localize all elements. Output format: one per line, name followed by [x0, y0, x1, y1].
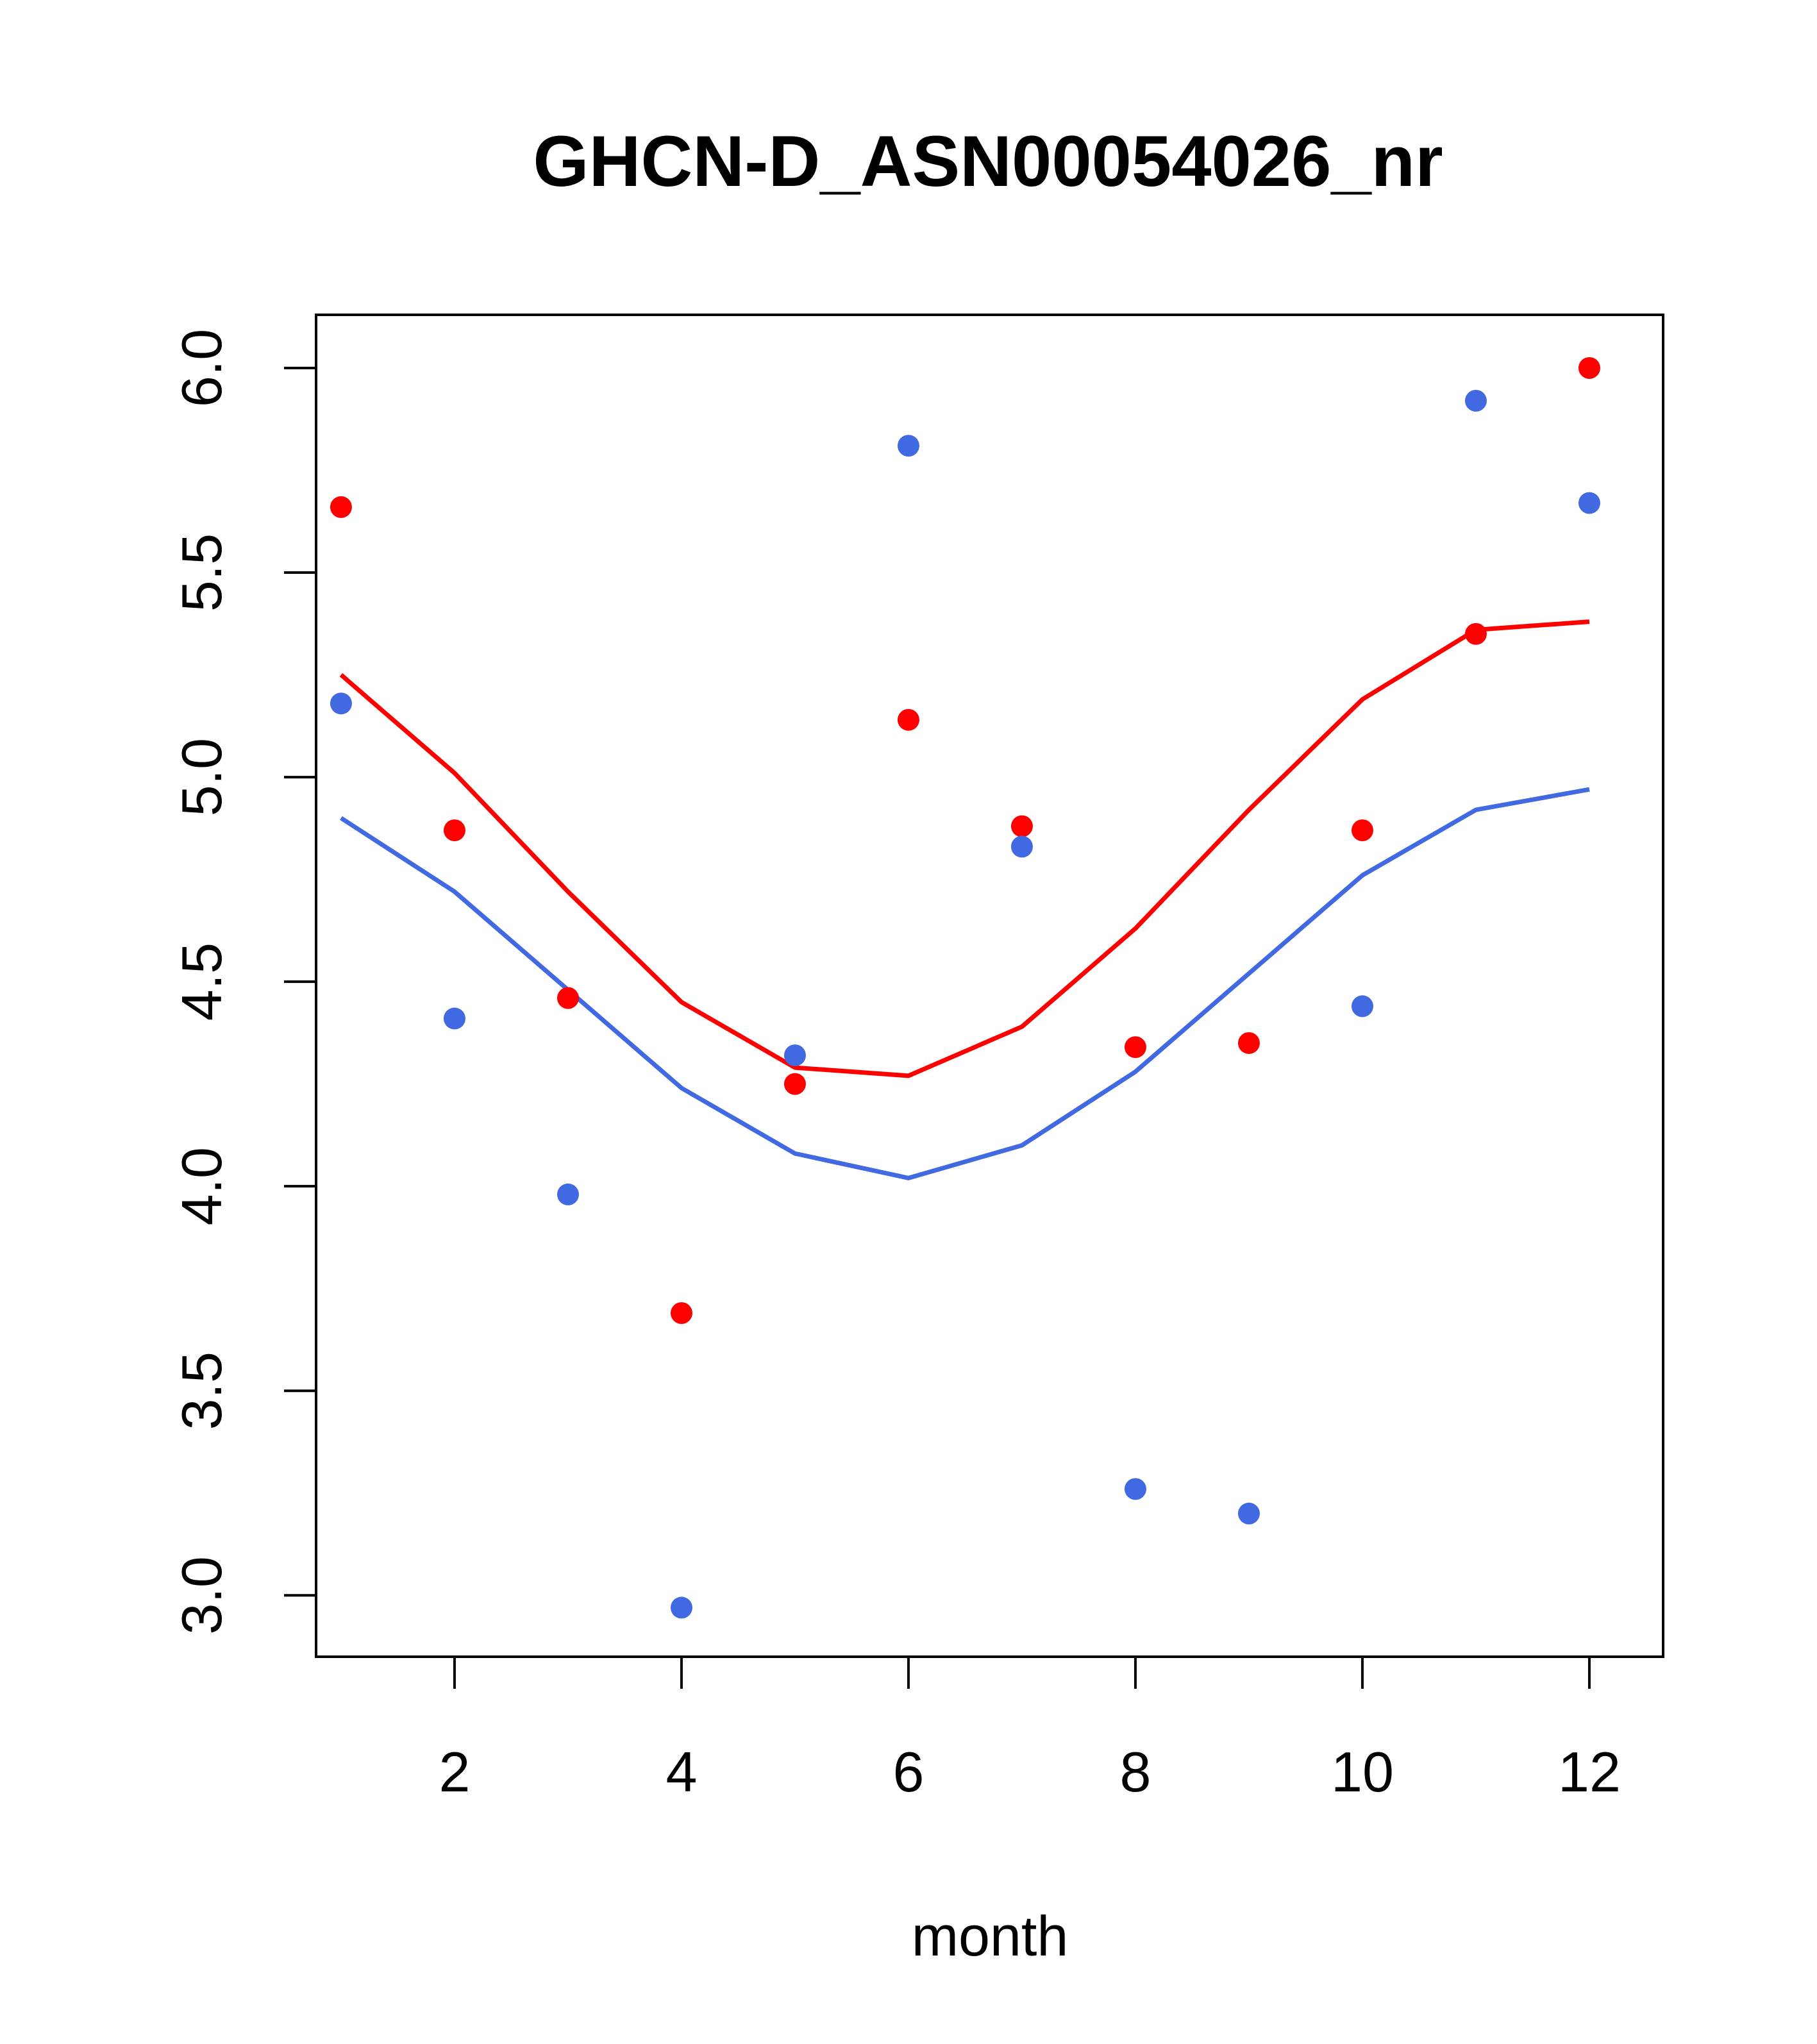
red-points-point — [1578, 356, 1600, 379]
red-points-point — [897, 708, 919, 731]
red-points-point — [1010, 815, 1033, 837]
series-points — [330, 356, 1600, 1619]
y-tick-label: 4.5 — [170, 942, 233, 1021]
red-points-point — [1237, 1032, 1260, 1054]
plot-frame — [315, 314, 1664, 1658]
y-tick-label: 3.0 — [170, 1556, 233, 1634]
blue-points-point — [1237, 1502, 1260, 1525]
red-points-point — [670, 1302, 692, 1324]
y-tick-label: 5.5 — [170, 533, 233, 612]
blue-points-point — [1578, 492, 1600, 514]
x-tick-label: 4 — [666, 1740, 697, 1804]
y-tick-label: 3.5 — [170, 1352, 233, 1430]
y-tick-label: 5.0 — [170, 738, 233, 816]
x-tick-label: 2 — [439, 1740, 470, 1804]
red-points-point — [1464, 623, 1487, 645]
blue-points-point — [557, 1183, 579, 1205]
series-lines — [339, 619, 1590, 1180]
blue-points-point — [1010, 835, 1033, 858]
blue-points-point — [670, 1596, 692, 1619]
blue-points-point — [330, 692, 352, 715]
blue-points-point — [783, 1044, 806, 1066]
red-points-point — [783, 1073, 806, 1095]
x-tick-label: 10 — [1331, 1740, 1394, 1804]
x-tick-label: 12 — [1558, 1740, 1621, 1804]
blue-points-point — [443, 1007, 465, 1030]
red-points-point — [443, 819, 465, 842]
blue-line-series-line — [340, 787, 1590, 1180]
blue-points-point — [1124, 1478, 1146, 1500]
x-axis: 2 4 6 8 10 12 — [439, 1657, 1621, 1804]
y-tick-label: 4.0 — [170, 1147, 233, 1225]
red-points-point — [1351, 819, 1373, 842]
red-line-series-line — [339, 619, 1590, 1078]
y-tick-label: 6.0 — [170, 329, 233, 407]
x-tick-label: 6 — [892, 1740, 924, 1804]
red-points-point — [330, 496, 352, 518]
chart-title: GHCN-D_ASN00054026_nr — [533, 121, 1443, 201]
x-axis-label: month — [912, 1904, 1069, 1968]
blue-points-point — [1464, 390, 1487, 412]
y-axis: 3.0 3.5 4.0 4.5 5.0 5.5 6.0 — [170, 329, 316, 1634]
x-tick-label: 8 — [1119, 1740, 1151, 1804]
red-points-point — [1124, 1036, 1146, 1059]
red-points-point — [557, 987, 579, 1009]
blue-points-point — [897, 435, 919, 457]
blue-points-point — [1351, 995, 1373, 1018]
